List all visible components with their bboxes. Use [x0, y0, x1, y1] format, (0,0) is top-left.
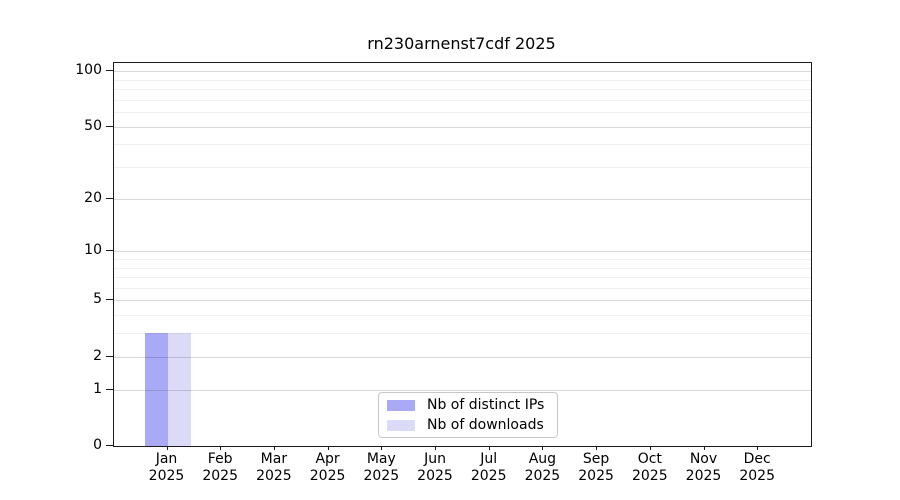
x-tick-label: Oct 2025 — [631, 451, 668, 484]
x-tick-label: Jan 2025 — [148, 451, 185, 484]
gridline-minor — [114, 99, 811, 101]
x-tick-label: Mar 2025 — [256, 451, 292, 484]
gridline-major — [114, 71, 811, 72]
gridline-minor — [114, 144, 811, 146]
x-tick-label: Dec 2025 — [739, 451, 775, 484]
gridline-major — [114, 389, 811, 391]
gridline-minor — [114, 277, 811, 278]
y-tick-label: 10 — [84, 242, 102, 259]
x-tick-mark — [435, 446, 436, 450]
x-tick-mark — [649, 446, 651, 450]
x-tick-label: Aug 2025 — [524, 451, 561, 484]
legend-label-downloads: Nb of downloads — [427, 416, 544, 433]
x-tick-mark — [381, 446, 383, 450]
x-tick-mark — [220, 446, 222, 450]
x-tick-label: Feb 2025 — [202, 451, 238, 484]
gridline-major — [114, 126, 811, 128]
y-tick-label: 1 — [93, 380, 102, 397]
y-tick-mark — [106, 197, 113, 199]
y-tick-mark — [106, 299, 113, 301]
gridline-minor — [114, 167, 811, 168]
y-tick-label: 100 — [75, 62, 102, 78]
y-tick-mark — [106, 388, 113, 390]
y-tick-label: 2 — [93, 347, 102, 364]
legend-swatch-distinct-ips — [387, 399, 415, 411]
y-tick-label: 0 — [93, 437, 102, 453]
y-tick-label: 20 — [84, 189, 102, 206]
gridline-minor — [114, 267, 811, 269]
x-tick-mark — [166, 446, 168, 450]
x-tick-mark — [327, 446, 329, 450]
x-tick-mark — [703, 446, 705, 450]
gridline-minor — [114, 112, 811, 113]
gridline-minor — [114, 333, 811, 335]
gridline-minor — [114, 315, 811, 317]
gridline-major — [114, 251, 811, 253]
gridline-major — [114, 356, 811, 358]
x-tick-mark — [596, 446, 598, 450]
x-tick-label: Sep 2025 — [578, 451, 614, 484]
x-tick-label: Jun 2025 — [417, 451, 453, 484]
bar-distinct-ips-jan — [144, 333, 168, 446]
y-tick-mark — [106, 355, 113, 357]
legend-item-distinct-ips: Nb of distinct IPs — [387, 396, 549, 413]
chart-title: rn230arnenst7cdf 2025 — [367, 34, 556, 53]
y-tick-label: 50 — [84, 117, 102, 134]
x-tick-label: Jul 2025 — [470, 451, 507, 484]
x-tick-mark — [757, 446, 759, 450]
x-tick-label: Nov 2025 — [685, 451, 722, 484]
legend-swatch-downloads — [387, 419, 415, 431]
gridline-minor — [114, 88, 811, 90]
gridline-minor — [114, 79, 811, 81]
y-tick-mark — [106, 250, 113, 252]
legend-label-distinct-ips: Nb of distinct IPs — [427, 396, 545, 413]
x-tick-label: Apr 2025 — [309, 451, 346, 484]
x-tick-label: May 2025 — [363, 451, 400, 484]
y-tick-label: 5 — [93, 291, 102, 308]
gridline-minor — [114, 287, 811, 289]
bar-downloads-jan — [167, 333, 191, 446]
y-tick-mark — [106, 445, 113, 446]
legend: Nb of distinct IPs Nb of downloads — [378, 392, 558, 438]
x-tick-mark — [273, 446, 275, 450]
gridline-major — [114, 300, 811, 302]
plot-area — [113, 62, 812, 447]
gridline-minor — [114, 258, 811, 260]
x-tick-mark — [488, 446, 490, 450]
y-tick-mark — [106, 125, 113, 127]
y-tick-mark — [106, 70, 113, 71]
legend-item-downloads: Nb of downloads — [387, 416, 549, 433]
x-tick-mark — [542, 446, 544, 450]
gridline-major — [114, 198, 811, 200]
